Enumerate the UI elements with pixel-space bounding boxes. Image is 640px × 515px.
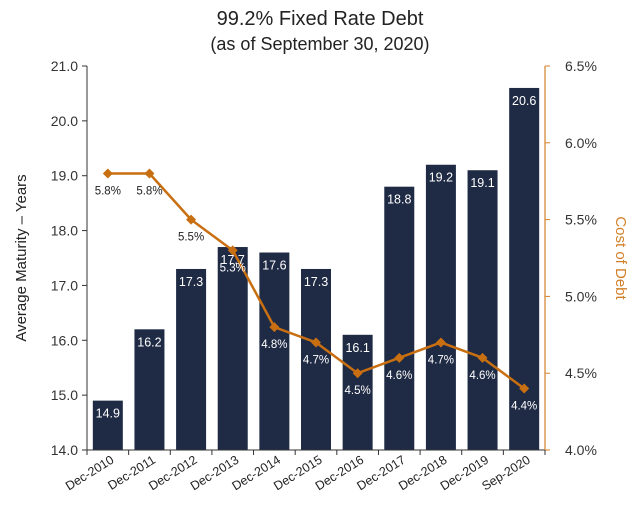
- bar-value-label: 16.2: [137, 335, 161, 349]
- cost-point-marker: [435, 337, 446, 348]
- bar-dec-2013: [217, 247, 248, 450]
- bar-value-label: 16.1: [345, 341, 369, 355]
- bar-value-label: 14.9: [96, 407, 120, 421]
- cost-value-label: 4.6%: [386, 370, 412, 382]
- right-tick-label: 6.5%: [565, 58, 597, 74]
- cost-point-marker: [144, 168, 155, 179]
- cost-point-marker: [477, 352, 488, 363]
- cost-value-label: 5.8%: [95, 186, 121, 198]
- cost-value-label: 4.6%: [469, 370, 495, 382]
- right-tick-label: 5.5%: [565, 212, 597, 228]
- cost-value-label: 4.8%: [261, 339, 287, 351]
- bar-value-label: 18.8: [387, 193, 411, 207]
- bar-sep-2020: [509, 87, 540, 450]
- cost-value-label: 4.7%: [303, 354, 329, 366]
- left-tick-label: 21.0: [51, 58, 78, 74]
- left-tick-label: 20.0: [51, 113, 78, 129]
- right-tick-label: 4.0%: [565, 442, 597, 458]
- left-tick-label: 15.0: [51, 387, 78, 403]
- bar-value-label: 17.7: [221, 253, 245, 267]
- bar-value-label: 19.1: [470, 176, 494, 190]
- bar-value-label: 17.3: [179, 275, 203, 289]
- labels-group: 14.9 16.2 17.3 17.7 17.6 17.3 16.1 18.8 19.2 19.1…: [95, 94, 538, 421]
- cost-value-label: 5.5%: [178, 232, 204, 244]
- bar-dec-2011: [134, 329, 165, 450]
- left-tick-label: 18.0: [51, 223, 78, 239]
- right-tick-label: 5.0%: [565, 288, 597, 304]
- cost-value-label: 5.3%: [220, 262, 246, 274]
- bar-dec-2015: [301, 268, 331, 450]
- bar-dec-2019: [467, 170, 498, 450]
- cost-value-label: 4.4%: [511, 401, 537, 413]
- left-tick-label: 16.0: [51, 332, 78, 348]
- chart-subtitle: (as of September 30, 2020): [210, 34, 430, 54]
- cost-point-marker: [352, 368, 363, 379]
- cost-point-marker: [186, 214, 197, 225]
- cost-point-marker: [519, 383, 530, 394]
- bar-value-label: 19.2: [429, 171, 453, 185]
- bar-value-label: 20.6: [512, 94, 536, 108]
- bar-value-label: 17.3: [304, 275, 328, 289]
- bar-value-label: 17.6: [262, 259, 286, 273]
- y-axis-title: Average Maturity – Years: [13, 174, 30, 341]
- cost-value-label: 4.7%: [428, 354, 454, 366]
- cost-value-label: 5.8%: [136, 186, 162, 198]
- bar-dec-2010: [92, 400, 123, 450]
- bar-dec-2018: [425, 164, 456, 450]
- cost-line-group: [102, 168, 530, 394]
- y2-axis-title: Cost of Debt: [612, 216, 629, 300]
- bar-dec-2014: [259, 252, 290, 450]
- cost-point-marker: [269, 322, 280, 333]
- cost-point-marker: [102, 168, 113, 179]
- bar-dec-2012: [176, 268, 207, 450]
- left-tick-label: 19.0: [51, 168, 78, 184]
- cost-point-marker: [394, 352, 405, 363]
- right-tick-label: 6.0%: [565, 135, 597, 151]
- cost-point-marker: [311, 337, 321, 348]
- bar-dec-2016: [342, 334, 373, 450]
- left-tick-label: 17.0: [51, 277, 78, 293]
- bars-group: [92, 87, 540, 450]
- chart-title-block: 99.2% Fixed Rate Debt (as of September 3…: [0, 6, 640, 56]
- bar-dec-2017: [384, 186, 415, 450]
- right-tick-label: 4.5%: [565, 365, 597, 381]
- left-tick-label: 14.0: [51, 442, 78, 458]
- cost-value-label: 4.5%: [345, 385, 371, 397]
- cost-point-marker: [227, 245, 238, 256]
- chart-title: 99.2% Fixed Rate Debt: [216, 8, 424, 30]
